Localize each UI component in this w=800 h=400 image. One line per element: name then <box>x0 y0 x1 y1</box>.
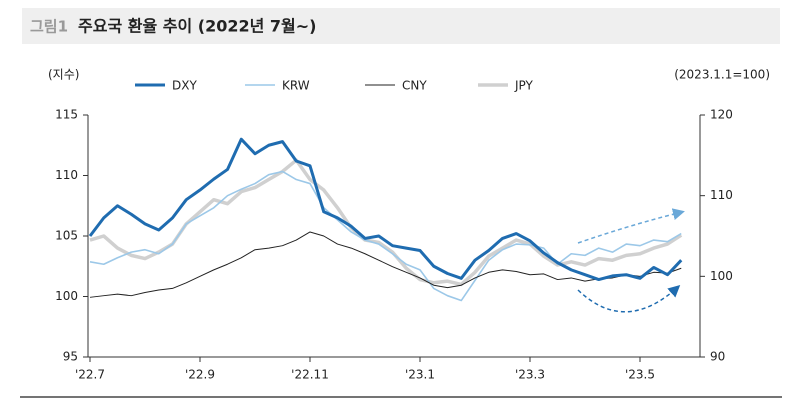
series-line <box>88 137 683 282</box>
y2-axis-label: (2023.1.1=100) <box>674 68 770 82</box>
series-line <box>89 231 682 298</box>
trend-arrow <box>577 208 685 244</box>
figure-label: 그림1 <box>30 18 68 36</box>
y2-tick-label: 90 <box>710 350 725 364</box>
y-axis-label: (지수) <box>48 68 79 82</box>
x-tick-label: '23.3 <box>515 368 545 382</box>
header-bar <box>22 8 780 44</box>
trend-arrow <box>577 284 681 313</box>
legend-label: KRW <box>282 79 310 93</box>
y-tick-label: 115 <box>55 108 78 122</box>
y2-tick-label: 120 <box>710 108 733 122</box>
y2-tick-label: 110 <box>710 188 733 202</box>
legend-label: DXY <box>172 79 197 93</box>
y-tick-label: 95 <box>63 350 78 364</box>
legend-label: JPY <box>514 79 534 93</box>
y-tick-label: 100 <box>55 289 78 303</box>
x-tick-label: '22.7 <box>75 368 105 382</box>
series-line <box>89 170 682 302</box>
x-tick-label: '23.5 <box>625 368 655 382</box>
legend-label: CNY <box>402 79 427 93</box>
chart-title: 주요국 환율 추이 (2022년 7월~) <box>78 17 316 36</box>
x-tick-label: '22.11 <box>291 368 329 382</box>
y2-tick-label: 100 <box>710 269 733 283</box>
y-tick-label: 105 <box>55 229 78 243</box>
x-tick-label: '23.1 <box>405 368 435 382</box>
y-tick-label: 110 <box>55 168 78 182</box>
series-line <box>89 158 683 287</box>
x-tick-label: '22.9 <box>185 368 215 382</box>
